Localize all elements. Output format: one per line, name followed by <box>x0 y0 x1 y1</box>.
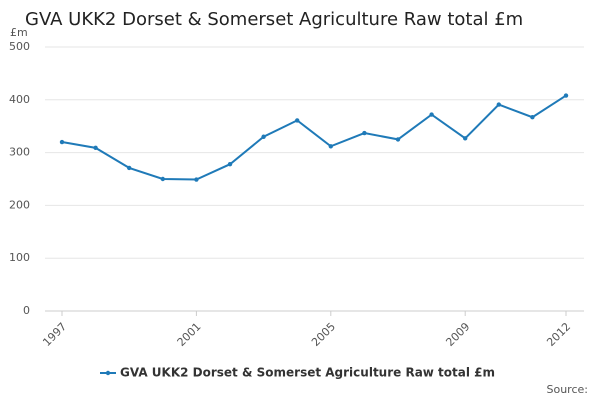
x-tick-label: 2001 <box>175 320 204 349</box>
data-point <box>563 93 569 98</box>
legend-label: GVA UKK2 Dorset & Somerset Agriculture R… <box>120 366 495 380</box>
y-axis-label: £m <box>10 26 28 39</box>
y-tick-label: 300 <box>9 146 30 159</box>
data-point <box>362 130 367 136</box>
y-tick-label: 0 <box>23 304 30 317</box>
data-point <box>261 134 266 139</box>
data-point <box>328 144 333 149</box>
source: Source: <box>547 383 589 396</box>
data-point <box>463 136 468 141</box>
series-line <box>61 94 567 181</box>
y-tick-label: 500 <box>9 40 30 53</box>
data-point <box>194 177 199 182</box>
data-point <box>496 102 501 107</box>
data-point <box>93 145 98 151</box>
data-point <box>429 112 434 117</box>
x-tick-label: 2005 <box>309 320 338 349</box>
data-point <box>295 118 300 123</box>
x-tick-label: 2012 <box>544 320 573 349</box>
data-point <box>395 137 401 142</box>
y-tick-label: 200 <box>9 198 30 211</box>
x-tick-label: 2009 <box>443 320 472 349</box>
y-tick-label: 400 <box>9 93 30 106</box>
chart-title: GVA UKK2 Dorset & Somerset Agriculture R… <box>25 9 523 30</box>
data-point <box>160 176 165 182</box>
data-point <box>530 115 535 120</box>
legend-marker <box>105 370 111 376</box>
data-point <box>59 139 65 145</box>
data-point <box>227 162 233 167</box>
data-point <box>127 165 132 171</box>
y-tick-label: 100 <box>9 251 30 264</box>
x-tick-label: 1997 <box>40 320 69 349</box>
